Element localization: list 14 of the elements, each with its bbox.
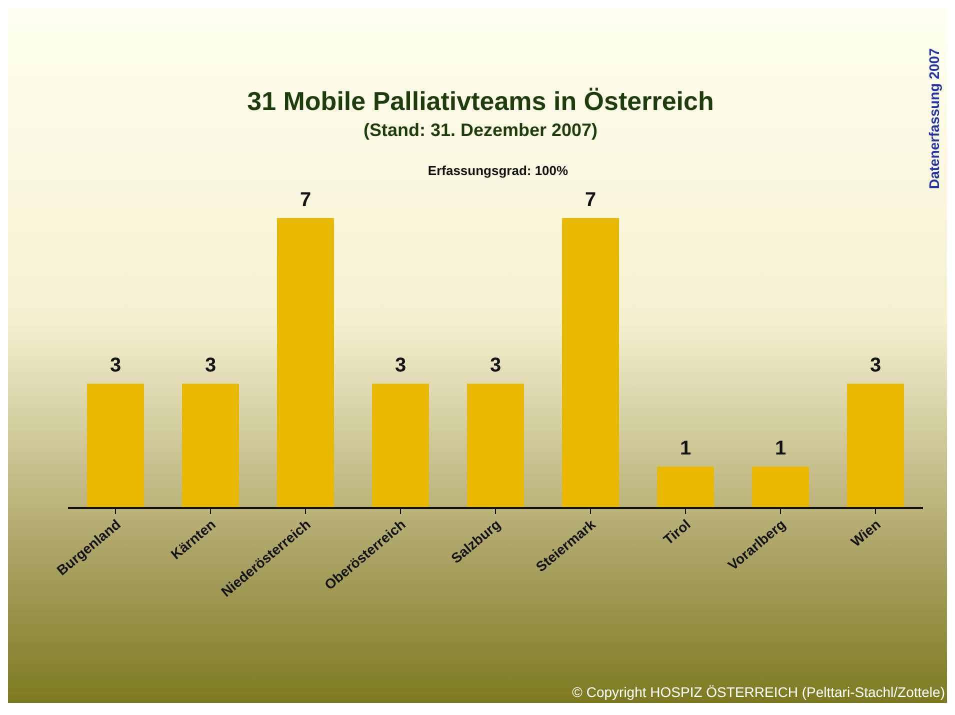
data-label: 3 xyxy=(870,354,882,377)
text: Datenerfassung 2007 xyxy=(926,47,943,189)
chart-title: 31 Mobile Palliativteams in Österreich xyxy=(247,86,714,116)
data-label: 3 xyxy=(204,354,216,377)
chart-subtitle: (Stand: 31. Dezember 2007) xyxy=(363,120,598,140)
data-label: 1 xyxy=(774,438,786,460)
data-label: 3 xyxy=(110,354,122,377)
data-label: 1 xyxy=(680,438,692,460)
text: © Copyright HOSPIZ ÖSTERREICH (Pelttari-Stachl/Zottele) xyxy=(572,684,945,700)
text: Erfassungsgrad: 100% xyxy=(428,163,568,178)
data-label: 7 xyxy=(584,189,596,211)
data-label: 3 xyxy=(490,354,502,377)
data-label: 7 xyxy=(300,189,312,211)
data-label: 3 xyxy=(394,354,406,377)
